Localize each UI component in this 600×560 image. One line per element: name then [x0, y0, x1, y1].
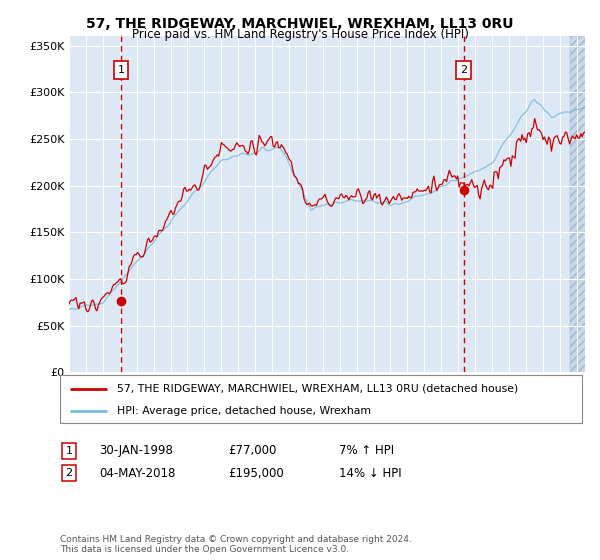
Text: Contains HM Land Registry data © Crown copyright and database right 2024.
This d: Contains HM Land Registry data © Crown c… [60, 535, 412, 554]
Text: £77,000: £77,000 [228, 444, 277, 458]
Text: 57, THE RIDGEWAY, MARCHWIEL, WREXHAM, LL13 0RU: 57, THE RIDGEWAY, MARCHWIEL, WREXHAM, LL… [86, 17, 514, 31]
Text: 7% ↑ HPI: 7% ↑ HPI [339, 444, 394, 458]
Bar [570, 36, 593, 372]
Text: 14% ↓ HPI: 14% ↓ HPI [339, 466, 401, 480]
Text: HPI: Average price, detached house, Wrexham: HPI: Average price, detached house, Wrex… [118, 406, 371, 416]
Text: 1: 1 [118, 65, 125, 75]
Text: 2: 2 [65, 468, 73, 478]
Text: 1: 1 [65, 446, 73, 456]
Text: 04-MAY-2018: 04-MAY-2018 [99, 466, 175, 480]
FancyBboxPatch shape [60, 375, 582, 423]
Text: Price paid vs. HM Land Registry's House Price Index (HPI): Price paid vs. HM Land Registry's House … [131, 28, 469, 41]
Text: 2: 2 [460, 65, 467, 75]
Text: 30-JAN-1998: 30-JAN-1998 [99, 444, 173, 458]
Text: 57, THE RIDGEWAY, MARCHWIEL, WREXHAM, LL13 0RU (detached house): 57, THE RIDGEWAY, MARCHWIEL, WREXHAM, LL… [118, 384, 518, 394]
Text: £195,000: £195,000 [228, 466, 284, 480]
